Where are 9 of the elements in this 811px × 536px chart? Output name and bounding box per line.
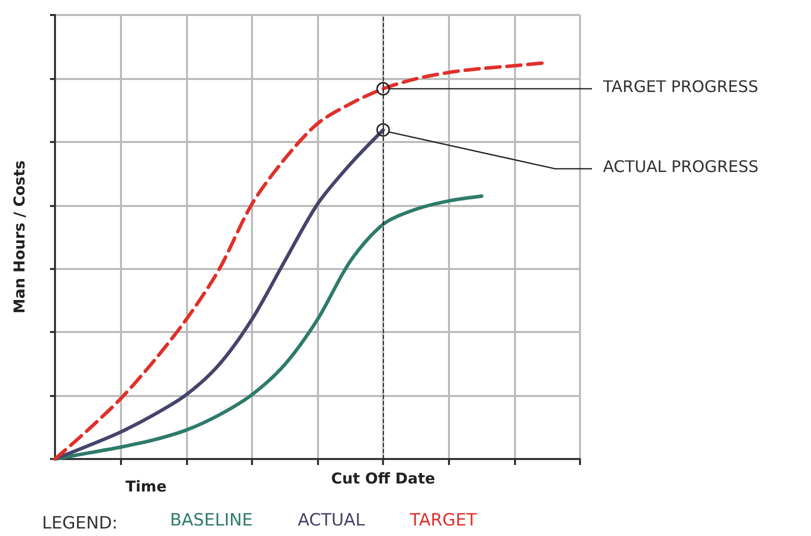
legend-title: LEGEND:	[42, 514, 118, 534]
x-axis-title: Time	[125, 478, 167, 496]
text: Cut Off Date	[331, 470, 436, 488]
text: TARGET PROGRESS	[602, 77, 758, 96]
y-axis-title: Man Hours / Costs	[10, 160, 28, 314]
text: ACTUAL PROGRESS	[603, 157, 759, 176]
text: BASELINE	[170, 510, 253, 530]
text: ACTUAL	[298, 510, 366, 530]
text: TARGET	[408, 510, 478, 530]
